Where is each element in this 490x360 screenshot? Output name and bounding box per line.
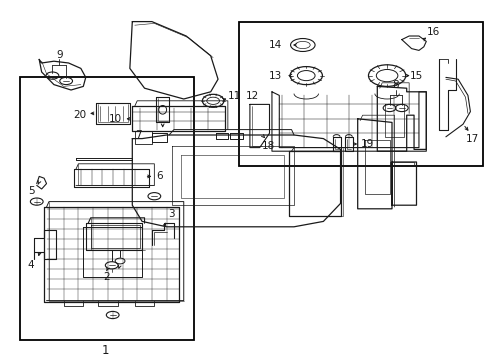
Text: 9: 9 <box>56 50 63 60</box>
Text: 2: 2 <box>103 272 110 282</box>
Text: 12: 12 <box>245 91 259 102</box>
Text: 17: 17 <box>466 134 480 144</box>
Text: 10: 10 <box>109 114 122 124</box>
Text: 15: 15 <box>410 71 423 81</box>
Text: 5: 5 <box>28 186 35 196</box>
Text: 14: 14 <box>269 40 282 50</box>
Text: 3: 3 <box>168 209 175 219</box>
Bar <box>239 22 483 166</box>
Text: 6: 6 <box>156 171 163 181</box>
Text: 11: 11 <box>227 91 241 102</box>
Text: 13: 13 <box>269 71 282 81</box>
Text: 16: 16 <box>427 27 441 37</box>
Text: 18: 18 <box>262 141 275 151</box>
Text: 8: 8 <box>392 80 399 90</box>
Text: 1: 1 <box>101 345 109 357</box>
Text: 4: 4 <box>27 260 34 270</box>
Text: 19: 19 <box>361 139 374 149</box>
Text: 20: 20 <box>74 110 86 120</box>
Text: 7: 7 <box>135 130 142 140</box>
Bar <box>20 77 194 340</box>
